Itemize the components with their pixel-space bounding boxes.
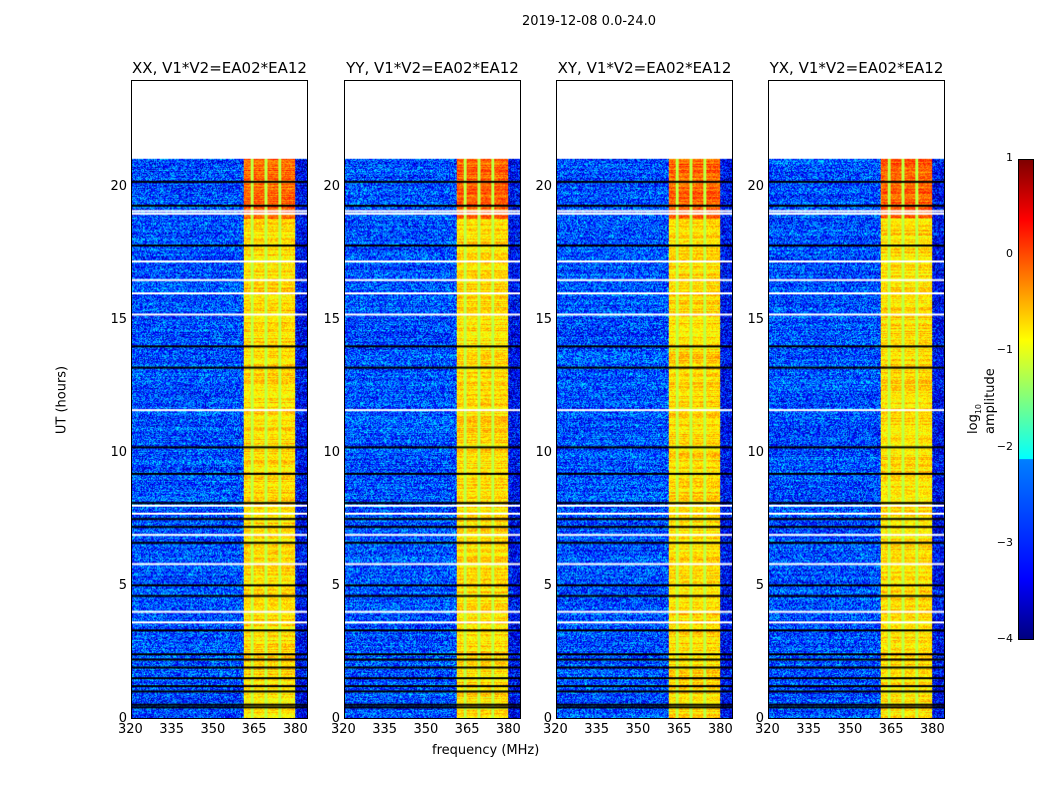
x-axis-label: frequency (MHz) bbox=[432, 743, 540, 758]
y-tick-label: 20 bbox=[110, 178, 127, 194]
y-tick-label: 5 bbox=[543, 577, 552, 593]
waterfall-panel-0 bbox=[131, 80, 308, 719]
panel-title-2: XY, V1*V2=EA02*EA12 bbox=[557, 59, 732, 77]
colorbar bbox=[1018, 159, 1034, 640]
y-tick-label: 20 bbox=[747, 178, 764, 194]
y-tick-label: 15 bbox=[323, 311, 340, 327]
x-tick-label: 335 bbox=[796, 722, 822, 737]
y-tick-label: 20 bbox=[323, 178, 340, 194]
panel-title-3: YX, V1*V2=EA02*EA12 bbox=[769, 59, 944, 77]
y-tick-label: 0 bbox=[331, 711, 340, 726]
y-tick-label: 15 bbox=[747, 311, 764, 327]
waterfall-panel-2 bbox=[556, 80, 733, 719]
y-tick-label: 10 bbox=[110, 444, 127, 460]
x-tick-label: 320 bbox=[543, 722, 568, 737]
y-tick-label: 10 bbox=[747, 444, 764, 460]
y-tick-label: 0 bbox=[755, 711, 764, 726]
y-tick-label: 15 bbox=[110, 311, 127, 327]
x-tick-label: 365 bbox=[666, 722, 692, 737]
y-axis-label: UT (hours) bbox=[54, 365, 70, 435]
y-tick-label: 0 bbox=[543, 711, 552, 726]
colorbar-tick-label: −4 bbox=[996, 632, 1013, 645]
figure-title: 2019-12-08 0.0-24.0 bbox=[522, 14, 656, 29]
x-tick-label: 365 bbox=[454, 722, 480, 737]
x-tick-label: 365 bbox=[878, 722, 904, 737]
x-tick-label: 365 bbox=[241, 722, 267, 737]
y-tick-label: 0 bbox=[118, 711, 127, 726]
panel-title-0: XX, V1*V2=EA02*EA12 bbox=[132, 59, 307, 77]
colorbar-tick-label: 1 bbox=[1006, 151, 1013, 164]
colorbar-tick-label: −2 bbox=[996, 439, 1013, 453]
y-tick-label: 5 bbox=[331, 577, 340, 593]
waterfall-panel-3 bbox=[768, 80, 945, 719]
colorbar-tick-label: 0 bbox=[1006, 247, 1013, 261]
x-tick-label: 320 bbox=[118, 722, 143, 737]
x-tick-label: 320 bbox=[331, 722, 356, 737]
x-tick-label: 350 bbox=[200, 722, 226, 737]
waterfall-panel-1 bbox=[344, 80, 521, 719]
y-tick-label: 5 bbox=[118, 577, 127, 593]
x-tick-label: 380 bbox=[495, 722, 521, 737]
x-tick-label: 380 bbox=[919, 722, 945, 737]
x-tick-label: 335 bbox=[159, 722, 185, 737]
colorbar-tick-label: −1 bbox=[996, 343, 1013, 357]
y-tick-label: 10 bbox=[323, 444, 340, 460]
x-tick-label: 350 bbox=[413, 722, 439, 737]
colorbar-label: log10 amplitude bbox=[966, 368, 998, 434]
y-tick-label: 10 bbox=[535, 444, 552, 460]
y-tick-label: 20 bbox=[535, 178, 552, 194]
x-tick-label: 380 bbox=[282, 722, 308, 737]
x-tick-label: 380 bbox=[707, 722, 733, 737]
x-tick-label: 320 bbox=[755, 722, 780, 737]
y-tick-label: 15 bbox=[535, 311, 552, 327]
x-tick-label: 350 bbox=[837, 722, 863, 737]
y-tick-label: 5 bbox=[755, 577, 764, 593]
x-tick-label: 350 bbox=[625, 722, 651, 737]
panel-title-1: YY, V1*V2=EA02*EA12 bbox=[346, 59, 519, 77]
x-tick-label: 335 bbox=[372, 722, 398, 737]
colorbar-tick-label: −3 bbox=[996, 535, 1013, 549]
x-tick-label: 335 bbox=[584, 722, 610, 737]
